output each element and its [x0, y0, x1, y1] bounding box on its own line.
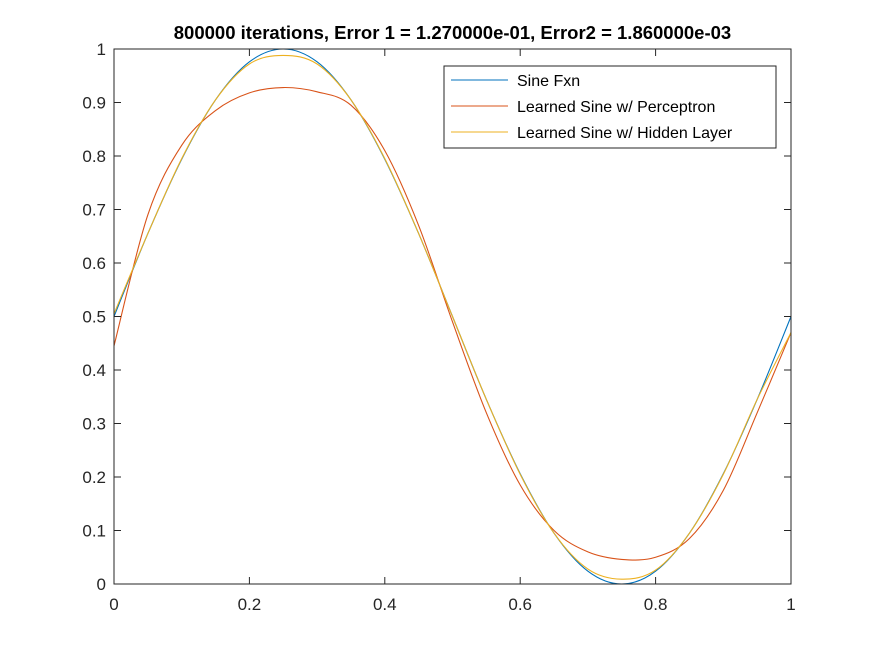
x-tick-label: 0.8: [644, 595, 668, 614]
y-tick-label: 0: [97, 575, 106, 594]
y-axis-ticks: 0 0.1 0.2 0.3 0.4 0.5 0.6 0.7 0.8 0.9 1: [82, 40, 791, 594]
legend-label: Learned Sine w/ Hidden Layer: [517, 125, 733, 142]
legend-label: Learned Sine w/ Perceptron: [517, 99, 715, 116]
y-tick-label: 0.6: [82, 254, 106, 273]
y-tick-label: 0.9: [82, 94, 106, 113]
y-tick-label: 0.7: [82, 201, 106, 220]
x-tick-label: 1: [786, 595, 795, 614]
series-line-3: [113, 54, 792, 580]
y-tick-label: 0.1: [82, 522, 106, 541]
x-tick-label: 0.4: [373, 595, 397, 614]
y-tick-label: 0.4: [82, 361, 106, 380]
x-tick-label: 0.6: [508, 595, 532, 614]
y-tick-label: 0.3: [82, 415, 106, 434]
x-tick-label: 0: [109, 595, 118, 614]
y-tick-label: 0.5: [82, 308, 106, 327]
y-tick-label: 1: [97, 40, 106, 59]
chart-title: 800000 iterations, Error 1 = 1.270000e-0…: [174, 22, 731, 43]
y-tick-label: 0.2: [82, 468, 106, 487]
legend-label: Sine Fxn: [517, 73, 580, 90]
x-axis-ticks: 0 0.2 0.4 0.6 0.8 1: [109, 49, 796, 614]
plot-lines: [113, 48, 792, 585]
x-tick-label: 0.2: [238, 595, 262, 614]
y-tick-label: 0.8: [82, 147, 106, 166]
legend: Sine Fxn Learned Sine w/ Perceptron Learne…: [443, 65, 777, 149]
series-line-2: [113, 86, 792, 561]
